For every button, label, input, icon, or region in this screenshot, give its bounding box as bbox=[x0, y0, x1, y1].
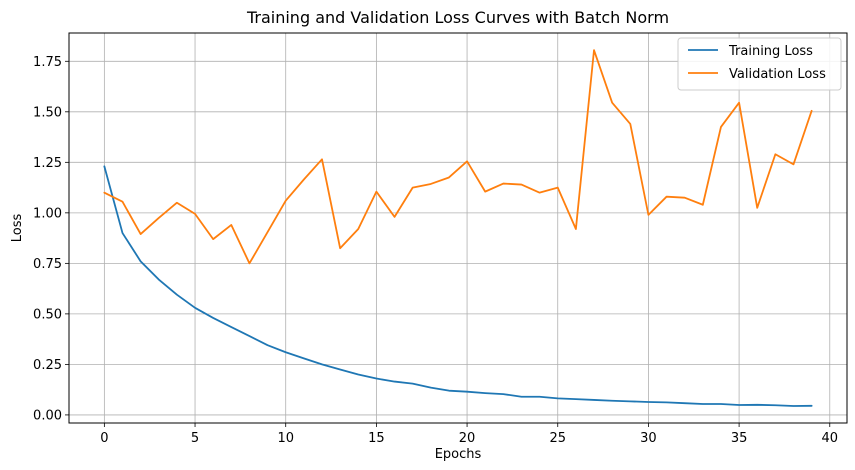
x-tick-label: 10 bbox=[277, 431, 294, 446]
y-tick-label: 0.00 bbox=[33, 408, 62, 423]
x-axis-label: Epochs bbox=[435, 447, 482, 462]
x-tick-label: 35 bbox=[731, 431, 748, 446]
x-axis-ticks: 0 5 10 15 20 25 30 35 40 bbox=[100, 423, 838, 446]
legend-label-validation: Validation Loss bbox=[729, 67, 826, 82]
x-tick-label: 0 bbox=[100, 431, 108, 446]
x-tick-label: 20 bbox=[459, 431, 476, 446]
x-tick-label: 15 bbox=[368, 431, 385, 446]
x-tick-label: 25 bbox=[549, 431, 566, 446]
chart-title: Training and Validation Loss Curves with… bbox=[246, 8, 669, 27]
y-tick-label: 0.25 bbox=[33, 358, 62, 373]
legend-box bbox=[677, 37, 842, 91]
y-tick-label: 1.00 bbox=[33, 206, 62, 221]
y-tick-label: 0.50 bbox=[33, 307, 62, 322]
plot-frame bbox=[68, 32, 848, 424]
validation-loss-line bbox=[103, 49, 813, 265]
y-tick-label: 1.25 bbox=[33, 156, 62, 171]
legend-label-training: Training Loss bbox=[728, 44, 813, 59]
grid bbox=[69, 33, 847, 423]
y-tick-label: 1.50 bbox=[33, 105, 62, 120]
x-tick-label: 30 bbox=[640, 431, 657, 446]
y-tick-label: 0.75 bbox=[33, 257, 62, 272]
y-tick-label: 1.75 bbox=[33, 55, 62, 70]
y-axis-ticks: 0.00 0.25 0.50 0.75 1.00 1.25 1.50 1.75 bbox=[33, 55, 69, 423]
x-tick-label: 5 bbox=[191, 431, 199, 446]
training-loss-line bbox=[103, 165, 813, 407]
legend: Training Loss Validation Loss bbox=[677, 37, 842, 91]
series-lines bbox=[103, 49, 813, 407]
x-tick-label: 40 bbox=[821, 431, 838, 446]
y-axis-label: Loss bbox=[10, 214, 25, 243]
